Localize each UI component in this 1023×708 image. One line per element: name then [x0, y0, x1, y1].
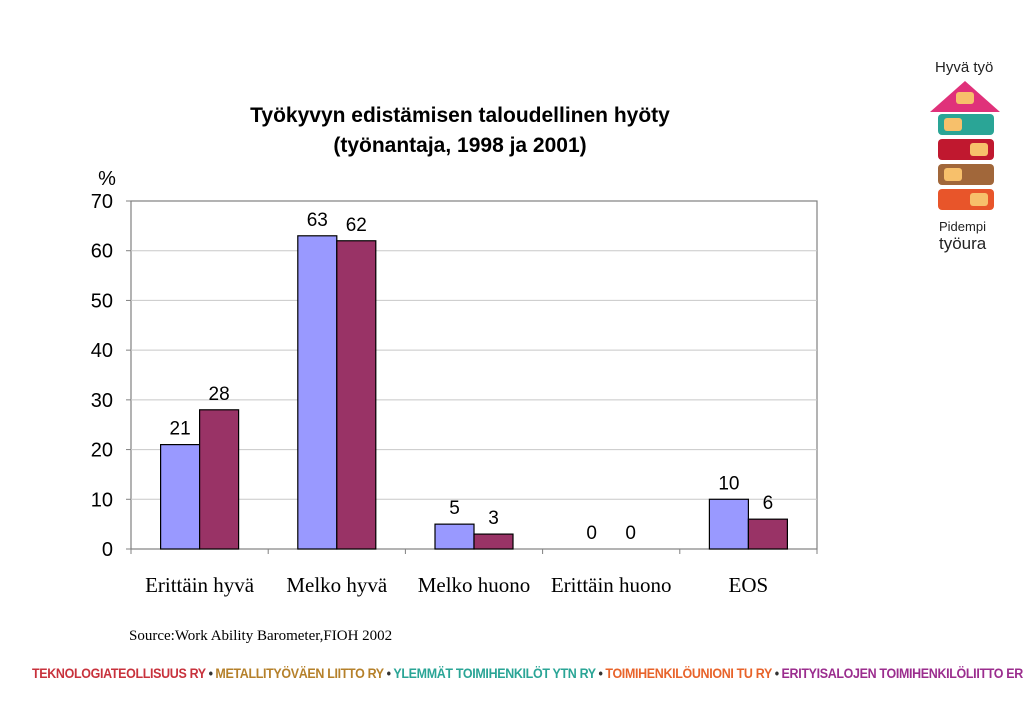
x-tick-label: Melko huono	[418, 573, 531, 597]
data-label: 10	[718, 473, 739, 494]
data-label: 21	[170, 419, 191, 440]
chart-title: Työkyvyn edistämisen taloudellinen hyöty	[250, 104, 670, 127]
bar	[747, 518, 789, 550]
bar	[336, 240, 377, 550]
logo-bottom-line2: työura	[939, 234, 987, 253]
footer-separator: •	[208, 666, 213, 681]
x-tick-label: Melko hyvä	[286, 573, 388, 597]
y-tick-label: 0	[102, 539, 113, 561]
data-label: 63	[307, 210, 328, 231]
footer-organization: YLEMMÄT TOIMIHENKILÖT YTN RY	[393, 666, 596, 681]
data-label: 3	[488, 508, 499, 529]
chart-subtitle: (työnantaja, 1998 ja 2001)	[333, 134, 587, 157]
logo-window	[944, 118, 962, 131]
x-tick-label: Erittäin huono	[551, 573, 672, 597]
y-tick-label: 60	[91, 241, 113, 263]
logo-top-text: Hyvä työ	[935, 59, 994, 76]
footer-separator: •	[386, 666, 391, 681]
y-tick-label: 40	[91, 340, 113, 362]
footer-organizations: TEKNOLOGIATEOLLISUUS RY • METALLITYÖVÄEN L…	[32, 666, 1023, 681]
source-note: Source:Work Ability Barometer,FIOH 2002	[129, 628, 393, 644]
bar	[708, 498, 750, 550]
x-tick-label: Erittäin hyvä	[145, 573, 255, 597]
y-tick-label: 50	[91, 290, 113, 312]
bar	[473, 533, 514, 550]
footer-separator: •	[774, 666, 779, 681]
footer-organization: TEKNOLOGIATEOLLISUUS RY	[32, 666, 206, 681]
y-tick-label: 10	[91, 489, 113, 511]
data-label: 28	[209, 384, 230, 405]
logo-window	[956, 92, 974, 104]
data-label: 0	[586, 523, 597, 544]
logo-window	[944, 168, 962, 181]
data-label: 0	[625, 523, 636, 544]
y-tick-label: 20	[91, 440, 113, 462]
y-axis-label: %	[98, 168, 116, 190]
bar	[160, 444, 201, 550]
footer-organization: METALLITYÖVÄEN LIITTO RY	[215, 666, 384, 681]
logo-window	[970, 193, 988, 206]
logo-bottom-line1: Pidempi	[939, 219, 986, 234]
data-label: 6	[763, 493, 774, 514]
x-tick-label: EOS	[729, 573, 769, 597]
footer-separator: •	[598, 666, 603, 681]
bar	[297, 235, 338, 550]
data-label: 62	[346, 215, 367, 236]
y-tick-label: 30	[91, 390, 113, 412]
y-tick-label: 70	[91, 191, 113, 213]
logo-window	[970, 143, 988, 156]
bar	[199, 409, 240, 550]
data-label: 5	[449, 498, 460, 519]
footer-organization: TOIMIHENKILÖUNIONI TU RY	[605, 666, 772, 681]
footer-organization: ERITYISALOJEN TOIMIHENKILÖLIITTO ERTO RY	[781, 666, 1023, 681]
bar	[434, 523, 475, 550]
house-logo	[930, 81, 1000, 210]
